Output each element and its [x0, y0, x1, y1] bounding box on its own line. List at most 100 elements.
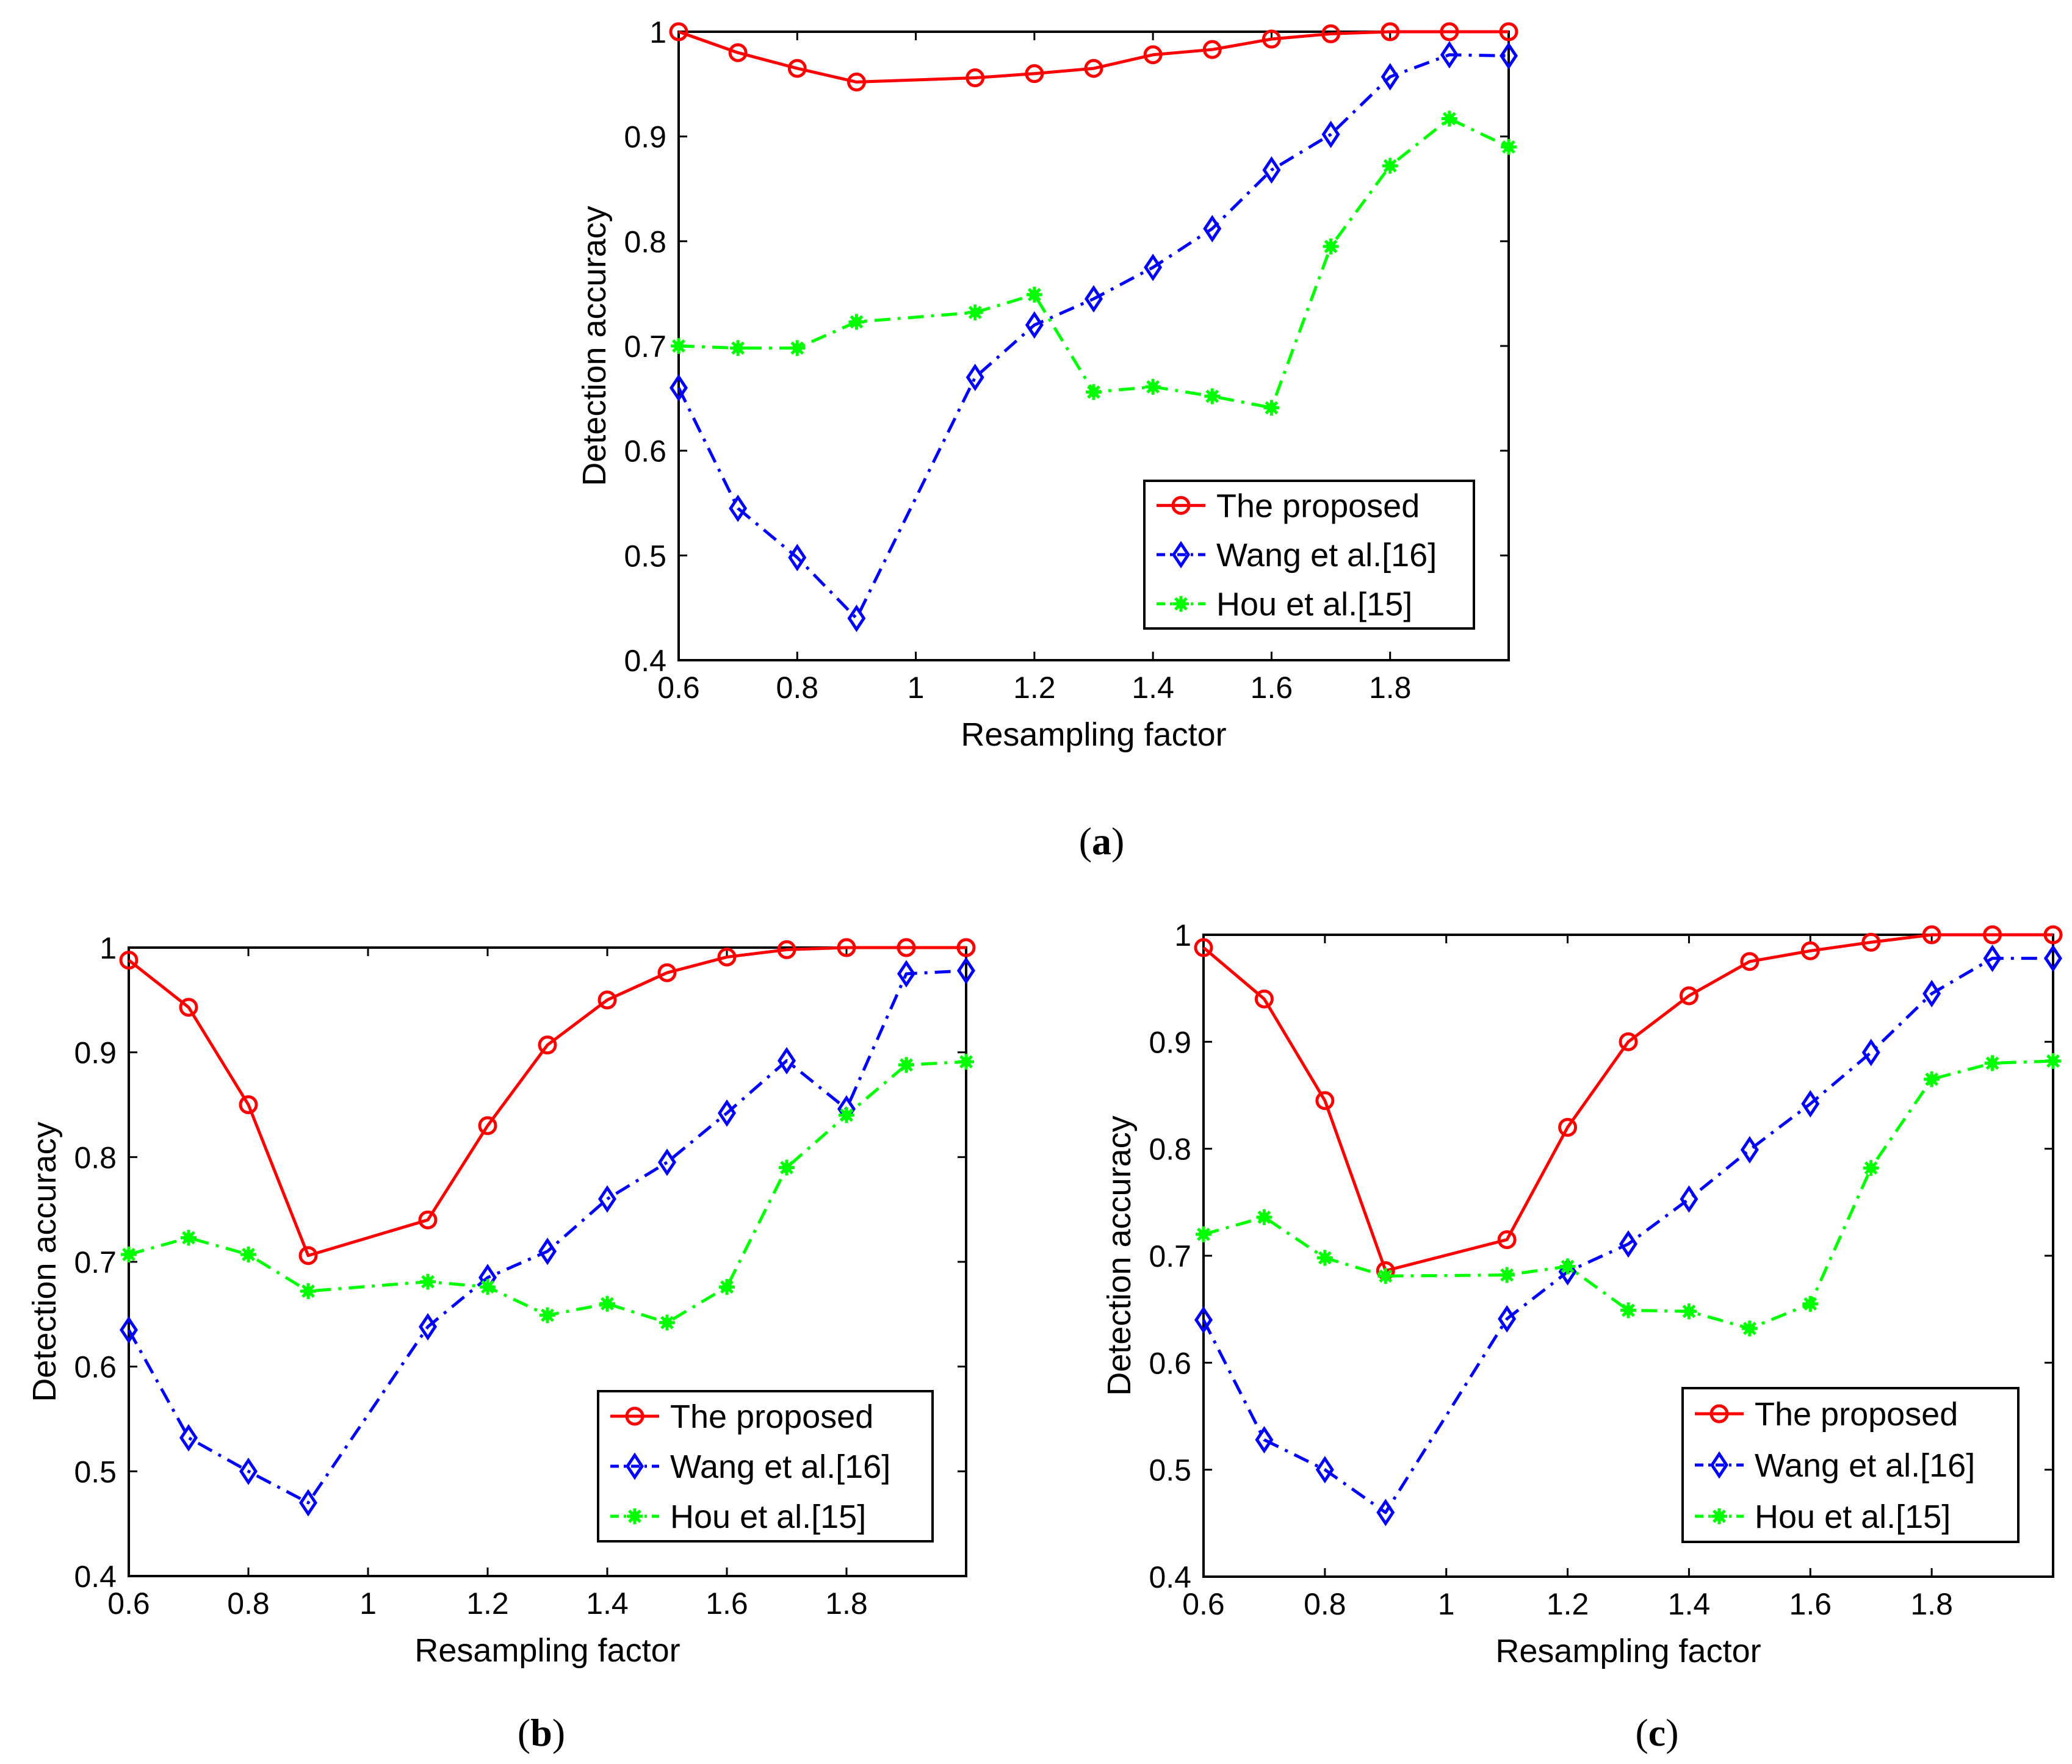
- data-point: [898, 1057, 914, 1073]
- y-tick-label: 0.5: [624, 539, 666, 573]
- data-point: [847, 604, 866, 632]
- data-point: [669, 22, 688, 41]
- data-point: [597, 1185, 617, 1213]
- y-tick-label: 0.7: [1149, 1239, 1191, 1273]
- x-tick-label: 0.6: [107, 1586, 150, 1621]
- data-point: [787, 59, 807, 78]
- data-point: [1499, 22, 1518, 41]
- x-tick-label: 1: [359, 1586, 377, 1621]
- legend-label: The proposed: [1216, 488, 1420, 524]
- data-point: [1321, 120, 1340, 148]
- data-point: [1382, 157, 1398, 174]
- legend-label: Hou et al.[15]: [1216, 586, 1412, 623]
- data-point: [599, 1295, 615, 1312]
- data-point: [538, 1035, 557, 1055]
- data-point: [179, 998, 198, 1017]
- chart-panel-a: 0.6 0.8 1 1.2 1.4 1.6 1.8 0.4 0.5 0.6 0.7 0.8 0.9 1 Re…: [576, 15, 1518, 753]
- data-point: [1084, 59, 1103, 78]
- x-tick-label: 1.8: [1369, 671, 1412, 705]
- data-point: [779, 1159, 795, 1176]
- x-tick-label: 0.8: [1304, 1587, 1346, 1621]
- x-tick-label: 0.8: [227, 1586, 270, 1621]
- data-point: [729, 494, 748, 522]
- data-point: [1740, 1136, 1759, 1164]
- y-tick-label: 0.6: [1149, 1346, 1191, 1380]
- data-point: [540, 1307, 555, 1323]
- data-point: [1376, 1499, 1395, 1527]
- legend-label: Wang et al.[16]: [670, 1449, 890, 1485]
- legend-label: Wang et al.[16]: [1216, 537, 1437, 574]
- y-tick-label: 0.7: [624, 329, 666, 364]
- data-point: [777, 940, 796, 959]
- data-point: [730, 340, 746, 356]
- legend-marker: [1173, 596, 1189, 612]
- data-point: [1440, 22, 1459, 41]
- data-point: [1255, 1426, 1274, 1454]
- data-point: [719, 1279, 735, 1295]
- data-point: [1196, 1226, 1211, 1242]
- y-tick-label: 1: [1174, 918, 1191, 952]
- data-point: [788, 544, 807, 572]
- chart-panel-b: 0.6 0.8 1 1.2 1.4 1.6 1.8 0.4 0.5 0.6 0.7 0.8 0.9 1 Re…: [26, 931, 976, 1669]
- x-tick-label: 1.4: [586, 1586, 629, 1621]
- data-point: [897, 938, 916, 957]
- data-point: [956, 957, 976, 985]
- data-point: [1922, 979, 1941, 1007]
- x-tick-label: 0.8: [776, 671, 819, 705]
- data-point: [848, 314, 865, 330]
- data-point: [1740, 952, 1760, 971]
- series-line: [1202, 933, 2053, 1273]
- y-tick-label: 0.4: [74, 1560, 117, 1594]
- data-point: [1501, 139, 1517, 155]
- legend-label: The proposed: [670, 1399, 873, 1435]
- legend-label: Wang et al.[16]: [1755, 1447, 1975, 1484]
- data-point: [1800, 941, 1820, 960]
- data-point: [1315, 1456, 1334, 1484]
- data-point: [1254, 989, 1274, 1009]
- legend-marker: [1709, 1404, 1729, 1424]
- data-point: [1861, 932, 1881, 952]
- data-point: [1801, 1090, 1820, 1118]
- data-point: [418, 1210, 438, 1229]
- y-tick-label: 0.5: [1149, 1453, 1191, 1488]
- data-point: [1741, 1320, 1758, 1337]
- data-point: [1498, 1305, 1517, 1333]
- y-tick-label: 0.9: [74, 1036, 117, 1070]
- y-tick-label: 0.9: [1149, 1025, 1191, 1059]
- y-axis-label: Detection accuracy: [1101, 1115, 1138, 1395]
- chart-panel-c: 0.6 0.8 1 1.2 1.4 1.6 1.8 0.4 0.5 0.6 0.7 0.8 0.9 1 Re…: [1101, 918, 2063, 1669]
- legend-label: Hou et al.[15]: [1755, 1499, 1951, 1535]
- series-line: [1202, 957, 2053, 1514]
- x-tick-label: 1.8: [1910, 1587, 1953, 1621]
- x-axis-label: Resampling factor: [1495, 1633, 1761, 1669]
- x-tick-label: 0.6: [657, 671, 700, 705]
- data-point: [1680, 1185, 1698, 1213]
- data-point: [300, 1283, 316, 1300]
- data-point: [298, 1489, 318, 1517]
- data-point: [1321, 24, 1341, 43]
- data-point: [2045, 1053, 2061, 1069]
- legend-label: Hou et al.[15]: [670, 1499, 866, 1535]
- data-point: [1681, 1303, 1697, 1320]
- x-tick-label: 1.6: [1251, 671, 1293, 705]
- x-tick-label: 1.2: [466, 1586, 509, 1621]
- x-axis-label: Resampling factor: [414, 1632, 680, 1669]
- series-line: [128, 1060, 967, 1325]
- data-point: [777, 1046, 796, 1075]
- x-tick-label: 1: [1438, 1587, 1455, 1621]
- legend-marker: [1709, 1451, 1729, 1479]
- data-point: [1559, 1258, 1576, 1275]
- data-point: [669, 374, 688, 402]
- data-point: [1315, 1091, 1335, 1111]
- data-point: [1084, 285, 1103, 313]
- data-point: [1558, 1118, 1578, 1137]
- y-tick-label: 0.8: [74, 1140, 117, 1175]
- data-point: [1441, 110, 1457, 127]
- data-point: [1256, 1209, 1272, 1225]
- data-point: [657, 963, 677, 982]
- data-point: [1802, 1295, 1819, 1312]
- data-point: [298, 1246, 318, 1265]
- data-point: [119, 951, 139, 970]
- y-tick-label: 1: [99, 931, 117, 965]
- series-line: [1203, 1059, 2054, 1330]
